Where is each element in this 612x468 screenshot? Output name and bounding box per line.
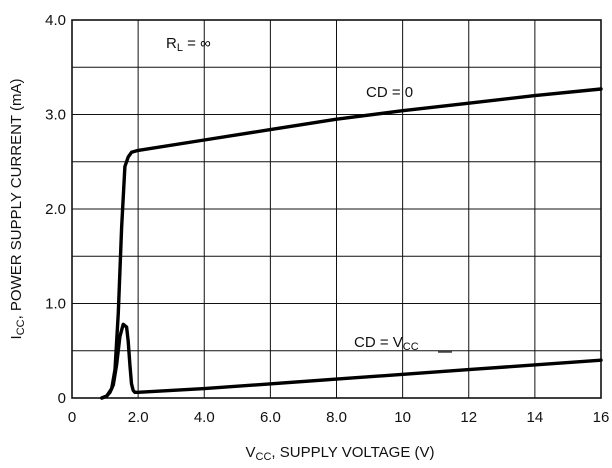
x-tick-label: 6.0 [260,409,281,426]
y-axis-title: ICC, POWER SUPPLY CURRENT (mA) [8,79,27,340]
series-label-cdvcc: CD = VCC [354,334,419,353]
series-line-cdvcc [102,324,601,398]
load-resistance-annotation: RL = ∞ [166,35,211,54]
series-label-cdvcc-main: CD = V [354,334,403,351]
y-tick-label: 3.0 [45,107,66,124]
y-axis-title-sub: CC [15,319,27,335]
x-axis-title-main: V [245,444,255,461]
x-tick-label: 4.0 [194,409,215,426]
x-tick-label: 10 [394,409,411,426]
x-tick-label: 16 [593,409,610,426]
x-tick-label: 2.0 [128,409,149,426]
x-tick-label: 0 [68,409,76,426]
x-axis-title-rest: , SUPPLY VOLTAGE (V) [271,444,434,461]
y-tick-label: 2.0 [45,201,66,218]
y-tick-label: 4.0 [45,12,66,29]
series-label-cdvcc-sub: CC [403,341,419,353]
y-tick-label: 0 [58,390,66,407]
y-axis-title-rest: , POWER SUPPLY CURRENT (mA) [8,79,25,320]
series-line-cd0 [102,89,601,398]
x-tick-label: 8.0 [326,409,347,426]
grid [72,20,601,398]
series-label-cd0: CD = 0 [366,84,413,101]
annotation-rl-rest: = ∞ [183,35,211,52]
x-axis-title-sub: CC [256,451,272,463]
x-tick-label: 14 [527,409,544,426]
annotation-rl-main: R [166,35,177,52]
series-group [102,89,601,398]
y-tick-label: 1.0 [45,296,66,313]
x-axis-title: VCC, SUPPLY VOLTAGE (V) [245,444,434,463]
x-tick-label: 12 [460,409,477,426]
